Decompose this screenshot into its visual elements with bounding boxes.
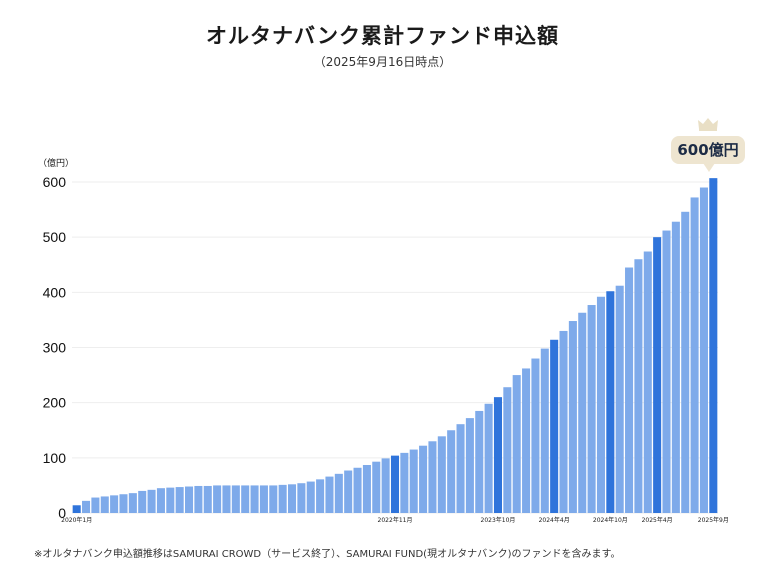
bar (409, 449, 418, 513)
bar (194, 485, 203, 513)
bar (643, 251, 652, 513)
bar (278, 484, 287, 513)
bar (625, 267, 634, 513)
bar (175, 487, 184, 513)
bar (475, 410, 484, 513)
x-tick-label: 2025年9月 (698, 516, 729, 524)
footnote: ※オルタナバンク申込額推移はSAMURAI CROWD（サービス終了）、SAMU… (34, 549, 621, 560)
bar (156, 488, 165, 513)
bar (250, 485, 259, 513)
y-axis-unit-label: （億円） (38, 159, 75, 169)
y-tick-label: 500 (43, 229, 67, 245)
bar (699, 187, 708, 513)
bar (568, 321, 577, 513)
bar (662, 230, 671, 514)
bar (419, 445, 428, 513)
bar (456, 424, 465, 513)
bar (690, 197, 699, 513)
bar (138, 490, 147, 513)
bar-highlight (550, 339, 559, 513)
x-tick-label: 2020年1月 (61, 516, 92, 524)
bar (241, 485, 250, 513)
crown-icon (698, 118, 718, 131)
bar (231, 485, 240, 513)
bar (615, 285, 624, 513)
bar (634, 259, 643, 513)
x-tick-label: 2025年4月 (642, 516, 673, 524)
x-tick-label: 2022年11月 (378, 516, 413, 524)
bar (213, 485, 222, 513)
bar (522, 368, 531, 513)
bar (287, 484, 297, 513)
bar (503, 387, 512, 513)
bar-highlight (709, 178, 718, 513)
bar (82, 500, 91, 513)
x-tick-label: 2023年10月 (481, 516, 516, 524)
bar (344, 470, 353, 513)
bar-highlight (493, 397, 503, 513)
bar (559, 330, 568, 513)
bar (128, 493, 137, 513)
chart-title: オルタナバンク累計ファンド申込額 (205, 24, 560, 48)
bar (222, 485, 231, 513)
bar (531, 358, 540, 513)
bar (100, 496, 109, 513)
bar-highlight (390, 455, 400, 513)
bar (325, 476, 334, 513)
bar (512, 375, 521, 513)
bar (540, 348, 549, 513)
bar (362, 465, 371, 513)
bar (119, 494, 128, 513)
bar (269, 485, 278, 513)
bar (484, 403, 493, 513)
bar (91, 497, 100, 513)
bar (578, 312, 587, 513)
bar-highlight (72, 505, 81, 513)
y-tick-label: 400 (43, 284, 67, 300)
bar (671, 221, 680, 513)
bar (353, 467, 362, 513)
bar (681, 211, 690, 514)
bar (147, 489, 156, 513)
bar (185, 486, 194, 513)
bar (447, 430, 456, 513)
chart-subtitle: （2025年9月16日時点） (313, 55, 452, 69)
bar (203, 485, 212, 513)
y-tick-label: 0 (58, 505, 66, 521)
x-tick-label: 2024年10月 (593, 516, 628, 524)
bar (306, 481, 315, 513)
bar (381, 458, 390, 513)
total-amount-badge: 600億円 (671, 136, 745, 164)
bar (465, 418, 474, 513)
bar-highlight (653, 237, 662, 514)
bar (596, 296, 605, 513)
y-tick-label: 100 (43, 450, 67, 466)
badge-pointer (703, 163, 715, 172)
bar (316, 479, 325, 513)
bar (437, 436, 446, 513)
bar (297, 483, 306, 513)
y-tick-label: 600 (43, 174, 67, 190)
bar (259, 485, 268, 513)
bar (400, 452, 409, 513)
y-tick-label: 300 (43, 340, 67, 356)
bar-highlight (606, 291, 615, 513)
y-tick-label: 200 (43, 395, 67, 411)
x-tick-label: 2024年4月 (539, 516, 570, 524)
bar (110, 495, 119, 513)
bar (428, 441, 437, 513)
bar (372, 461, 381, 513)
bar (587, 305, 596, 513)
bar (166, 487, 175, 513)
bar (334, 473, 343, 513)
